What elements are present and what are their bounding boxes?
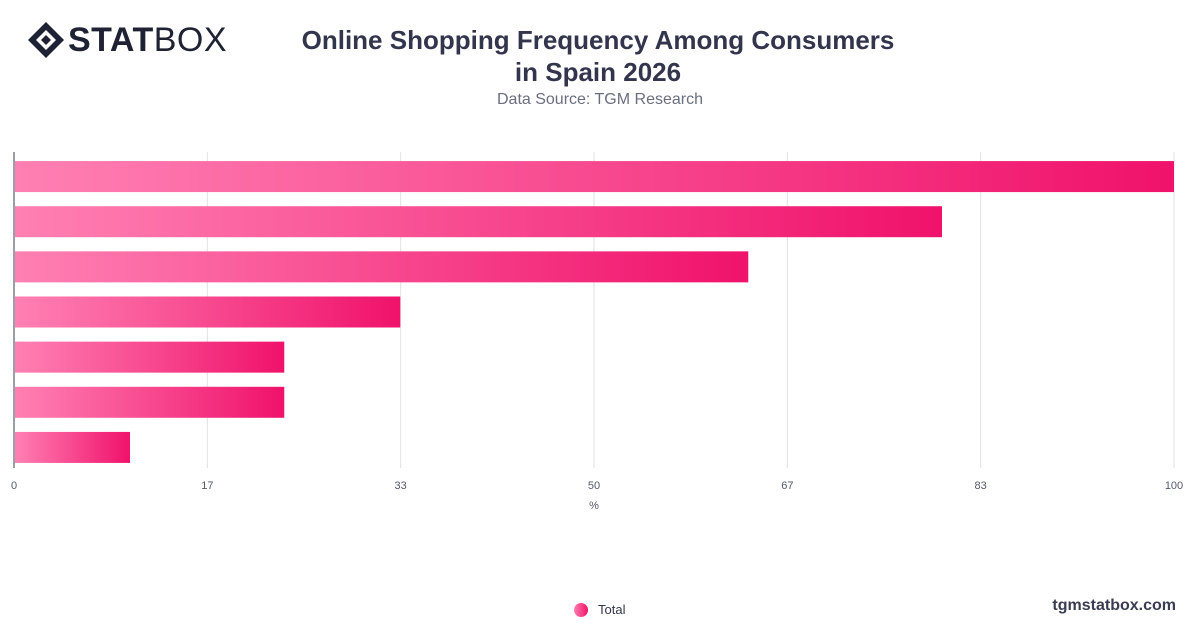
chart-grid: [13, 152, 1175, 468]
bar[interactable]: [15, 431, 130, 463]
x-axis-label: %: [589, 500, 599, 512]
legend-label-total: Total: [598, 602, 626, 617]
x-tick-label: 17: [201, 480, 213, 492]
x-tick-label: 67: [781, 480, 793, 492]
logo-wordmark: STATBOX: [68, 20, 227, 60]
statbox-logo: STATBOX: [26, 20, 227, 60]
bar[interactable]: [15, 386, 285, 418]
bar[interactable]: [15, 206, 942, 238]
bar[interactable]: [15, 296, 401, 328]
chart-subtitle: Data Source: TGM Research: [496, 91, 703, 108]
logo-wordmark-bold: STAT: [68, 21, 154, 59]
x-tick-label: 50: [588, 480, 600, 492]
x-tick-label: 100: [1165, 480, 1183, 492]
bar[interactable]: [15, 161, 1174, 193]
footer-brand-url[interactable]: tgmstatbox.com: [1052, 597, 1176, 614]
bar-chart: 0 17 33 50 67 83 100 %: [11, 152, 1183, 512]
bar[interactable]: [15, 341, 285, 373]
x-tick-label: 83: [975, 480, 987, 492]
bar[interactable]: [15, 251, 749, 283]
x-axis-ticks: 0 17 33 50 67 83 100: [11, 480, 1183, 492]
legend-swatch: [574, 602, 588, 617]
chart-bars: [15, 161, 1174, 463]
chart-title: Online Shopping Frequency Among Consumer…: [301, 25, 895, 87]
chart-legend[interactable]: Total: [574, 602, 625, 617]
logo-wordmark-light: BOX: [153, 21, 228, 59]
x-tick-label: 33: [395, 480, 407, 492]
diamond-logo-icon: [28, 22, 64, 58]
x-tick-label: 0: [11, 480, 17, 492]
